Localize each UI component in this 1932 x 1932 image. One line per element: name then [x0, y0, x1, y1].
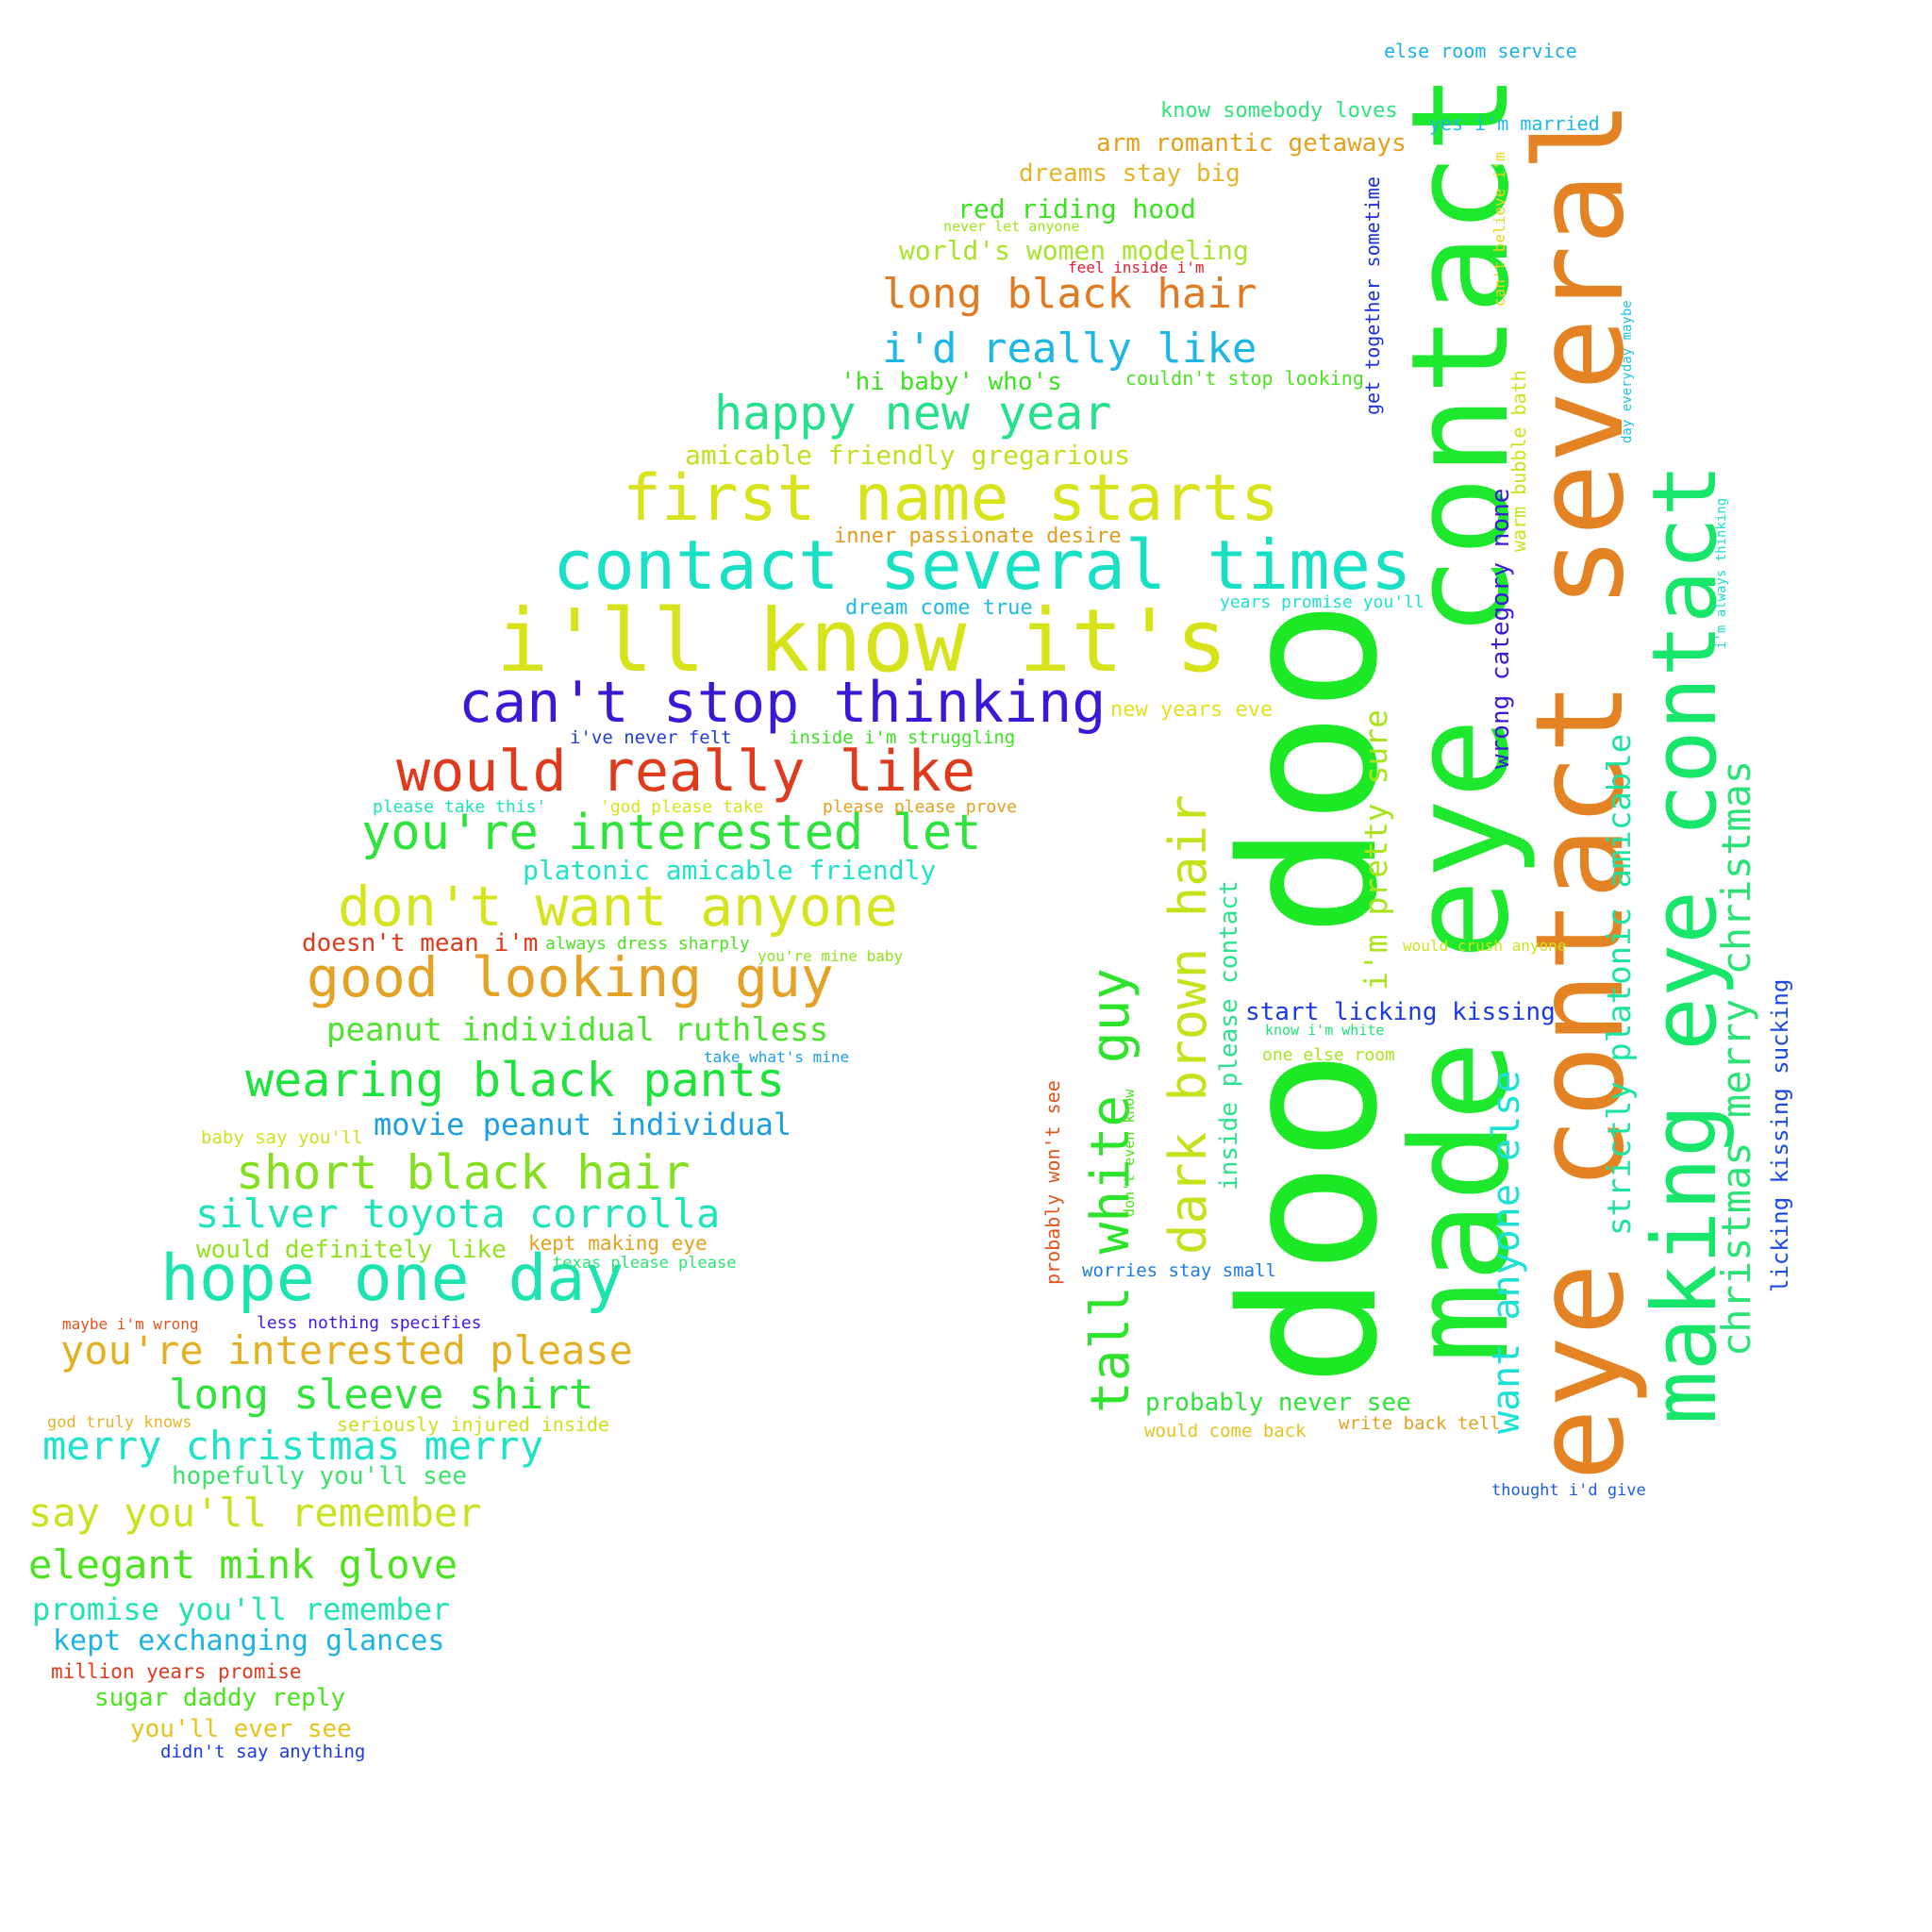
word-would-crush-anyone: would crush anyone [1403, 937, 1567, 955]
word-elegant-mink-glove: elegant mink glove [28, 1541, 458, 1588]
word-strictly-platonic-amicable: strictly platonic amicable [1601, 733, 1639, 1236]
word-couldnt-stop-looking: couldn't stop looking [1125, 367, 1364, 390]
word-know-im-white: know i'm white [1265, 1022, 1385, 1039]
word-youll-ever-see: you'll ever see [130, 1715, 352, 1743]
word-amicable-friendly-gregarious: amicable friendly gregarious [685, 440, 1131, 471]
word-contact-several-times: contact several times [553, 525, 1412, 605]
word-less-nothing-specifies: less nothing specifies [257, 1313, 482, 1333]
word-happy-new-year: happy new year [714, 386, 1112, 441]
word-youre-mine-baby: you're mine baby [758, 947, 904, 965]
word-ill-know-its: i'll know it's [496, 591, 1228, 691]
word-want-anyone-else: want anyone else [1485, 1070, 1528, 1434]
word-would-come-back: would come back [1144, 1421, 1307, 1441]
word-cant-believe-im: can't believe i'm [1491, 152, 1508, 307]
word-inner-passionate-desire: inner passionate desire [834, 525, 1122, 548]
word-never-let-anyone: never let anyone [943, 218, 1080, 235]
word-first-name-starts: first name starts [623, 461, 1279, 536]
word-texas-please-please: texas please please [553, 1254, 737, 1273]
word-probably-wont-see: probably won't see [1041, 1080, 1064, 1285]
word-yes-im-married: yes i'm married [1429, 112, 1600, 135]
word-long-sleeve-shirt: long sleeve shirt [169, 1371, 594, 1419]
word-doesnt-mean-im: doesn't mean i'm [302, 929, 539, 958]
word-kept-exchanging-glances: kept exchanging glances [53, 1624, 445, 1657]
word-silver-toyota-corrolla: silver toyota corrolla [195, 1191, 721, 1237]
word-kept-making-eye: kept making eye [528, 1232, 708, 1255]
word-cant-stop-thinking: can't stop thinking [458, 670, 1107, 736]
word-red-riding-hood: red riding hood [958, 193, 1196, 225]
word-day-everyday-maybe: day everyday maybe [1620, 300, 1635, 443]
word-god-please-take: 'god please take [600, 797, 764, 817]
word-million-years-promise: million years promise [51, 1660, 302, 1683]
word-god-truly-knows: god truly knows [47, 1413, 192, 1432]
word-movie-peanut-individual: movie peanut individual [374, 1107, 792, 1142]
word-christmas-merry-christmas: christmas merry christmas [1713, 759, 1759, 1357]
word-new-years-eve: new years eve [1110, 698, 1274, 722]
word-worries-stay-small: worries stay small [1082, 1260, 1276, 1281]
word-one-else-room: one else room [1262, 1045, 1395, 1065]
word-write-back-tell: write back tell [1339, 1413, 1501, 1434]
word-worlds-women-modeling: world's women modeling [899, 235, 1249, 266]
word-dark-brown-hair: dark brown hair [1158, 794, 1218, 1255]
word-please-take-this: please take this' [373, 797, 547, 817]
word-peanut-individual-ruthless: peanut individual ruthless [326, 1011, 829, 1049]
word-please-please-prove: please please prove [823, 797, 1017, 817]
word-sugar-daddy-reply: sugar daddy reply [94, 1684, 346, 1712]
word-hi-baby-whos: 'hi baby' who's [841, 368, 1062, 396]
word-dreams-stay-big: dreams stay big [1019, 159, 1241, 188]
word-dont-want-anyone: don't want anyone [338, 874, 898, 939]
word-promise-youll-remember: promise you'll remember [32, 1591, 451, 1627]
word-hopefully-youll-see: hopefully you'll see [172, 1462, 468, 1491]
word-im-always-thinking: i'm always thinking [1714, 497, 1729, 649]
word-id-really-like: i'd really like [882, 325, 1257, 373]
word-didnt-say-anything: didn't say anything [160, 1741, 366, 1762]
word-wearing-black-pants: wearing black pants [245, 1053, 785, 1108]
word-dream-come-true: dream come true [845, 596, 1033, 620]
word-know-somebody-loves: know somebody loves [1160, 99, 1398, 123]
word-youre-interested-let: you're interested let [361, 805, 982, 861]
word-arm-romantic-getaways: arm romantic getaways [1096, 129, 1407, 158]
word-start-licking-kissing: start licking kissing [1245, 998, 1556, 1026]
word-always-dress-sharply: always dress sharply [545, 934, 750, 954]
word-seriously-injured-inside: seriously injured inside [337, 1413, 609, 1436]
word-feel-inside-im: feel inside i'm [1068, 258, 1205, 276]
word-would-really-like: would really like [396, 739, 976, 805]
word-im-pretty-sure: i'm pretty sure [1357, 708, 1394, 991]
word-youre-interested-please: you're interested please [60, 1327, 633, 1374]
word-probably-never-see: probably never see [1145, 1389, 1411, 1417]
word-good-looking-guy: good looking guy [307, 945, 834, 1009]
word-licking-kissing-sucking: licking kissing sucking [1767, 978, 1793, 1292]
word-long-black-hair: long black hair [882, 270, 1257, 318]
word-maybe-im-wrong: maybe i'm wrong [62, 1315, 199, 1333]
word-merry-christmas-merry: merry christmas merry [42, 1423, 544, 1469]
word-short-black-hair: short black hair [236, 1145, 691, 1200]
word-take-whats-mine: take what's mine [704, 1048, 850, 1066]
word-ive-never-felt: i've never felt [570, 727, 732, 748]
word-inside-please-contact: inside please contact [1215, 880, 1243, 1191]
word-dont-even-know: don't even know [1121, 1089, 1138, 1217]
word-warm-bubble-bath: warm bubble bath [1507, 370, 1530, 552]
word-get-together-sometime: get together sometime [1361, 176, 1384, 415]
word-baby-say-youll: baby say you'll [201, 1127, 363, 1148]
word-thought-id-give: thought i'd give [1491, 1481, 1646, 1500]
word-say-youll-remember: say you'll remember [28, 1490, 482, 1536]
word-platonic-amicable-friendly: platonic amicable friendly [523, 855, 937, 886]
word-else-room-service: else room service [1384, 40, 1577, 62]
word-inside-im-struggling: inside i'm struggling [789, 727, 1016, 748]
word-would-definitely-like: would definitely like [196, 1236, 507, 1264]
word-hope-one-day: hope one day [160, 1241, 625, 1316]
word-years-promise-youll: years promise you'll [1220, 592, 1424, 612]
